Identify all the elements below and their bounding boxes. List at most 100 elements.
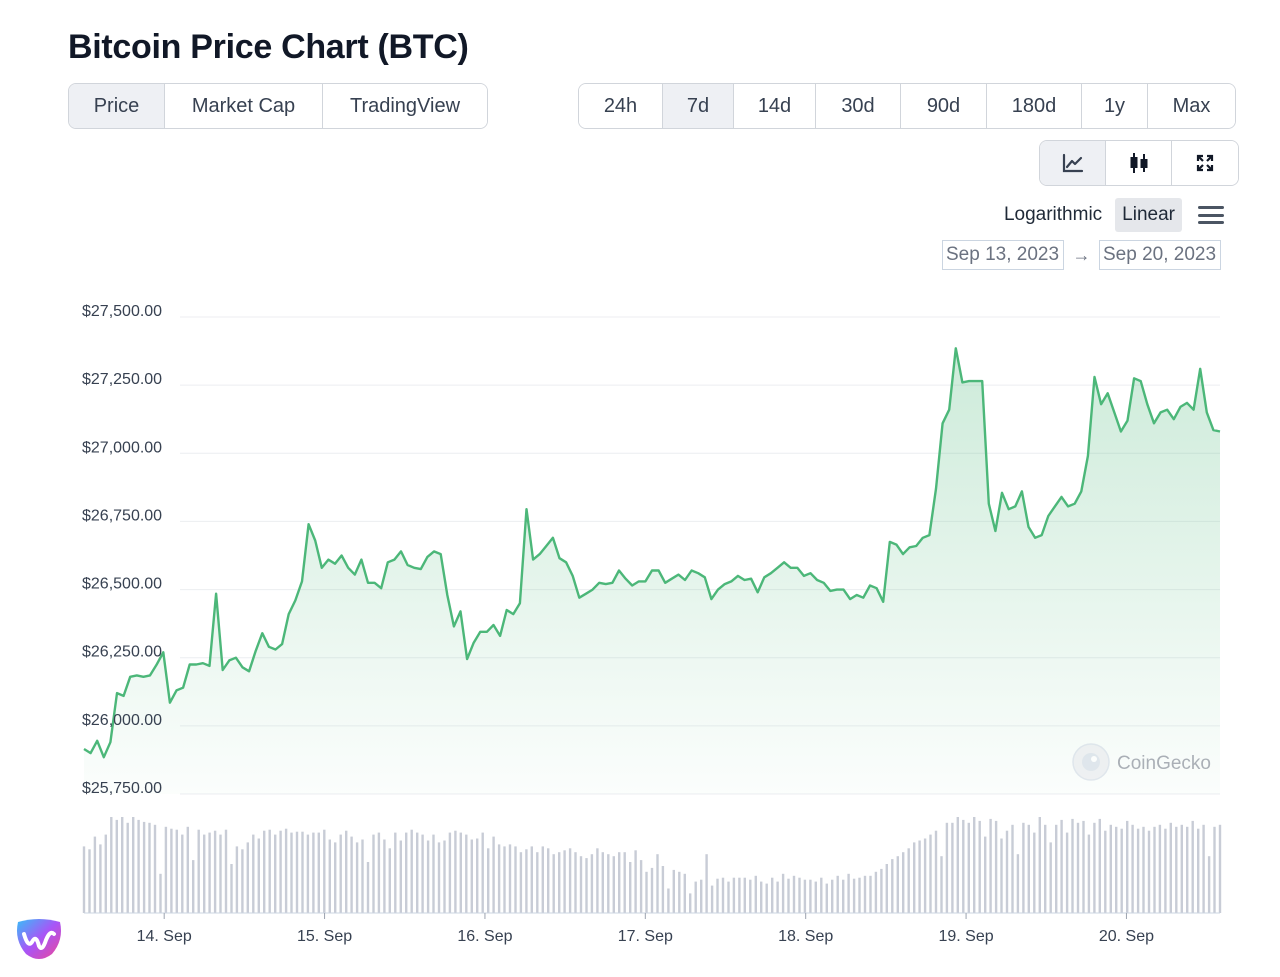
volume-bar: [459, 832, 462, 913]
time-range-selector: 24h 7d 14d 30d 90d 180d 1y Max: [578, 83, 1236, 129]
volume-bar: [1191, 820, 1194, 913]
scale-logarithmic[interactable]: Logarithmic: [1003, 204, 1103, 225]
date-to-input[interactable]: Sep 20, 2023: [1099, 240, 1221, 270]
range-30d[interactable]: 30d: [816, 84, 901, 128]
volume-bar: [121, 817, 124, 913]
range-max[interactable]: Max: [1148, 84, 1235, 128]
tab-price[interactable]: Price: [69, 84, 165, 128]
volume-bar: [1022, 822, 1025, 913]
volume-bar: [1016, 854, 1020, 913]
date-from-input[interactable]: Sep 13, 2023: [942, 240, 1064, 270]
volume-bar: [1109, 824, 1112, 913]
volume-bar: [437, 842, 441, 913]
volume-bar: [803, 879, 807, 913]
volume-bar: [503, 846, 506, 913]
volume-bar: [350, 836, 353, 913]
volume-bar: [891, 859, 894, 913]
volume-bar: [1065, 832, 1069, 913]
volume-bar: [110, 817, 113, 913]
volume-bar: [689, 893, 692, 913]
volume-bar: [497, 844, 501, 913]
range-24h[interactable]: 24h: [579, 84, 663, 128]
y-tick-label: $26,250.00: [82, 644, 162, 661]
fullscreen-button[interactable]: [1172, 141, 1238, 185]
volume-bar: [847, 873, 850, 913]
volume-bar: [416, 832, 419, 913]
candlestick-icon: [1130, 153, 1147, 173]
candlestick-button[interactable]: [1106, 141, 1172, 185]
volume-bar: [579, 856, 583, 913]
volume-bar: [410, 829, 413, 913]
line-chart-button[interactable]: [1040, 141, 1106, 185]
volume-bar: [672, 869, 675, 913]
volume-bar: [994, 820, 998, 913]
volume-bar: [541, 846, 544, 913]
volume-bar: [301, 831, 304, 913]
volume-bar: [536, 852, 539, 913]
volume-bar: [885, 864, 888, 913]
tab-tradingview[interactable]: TradingView: [323, 84, 487, 128]
volume-bar: [667, 888, 670, 913]
volume-bar: [814, 881, 817, 913]
volume-bar: [159, 873, 162, 913]
watermark-text: CoinGecko: [1117, 753, 1211, 774]
volume-bar: [252, 834, 255, 913]
volume-bar: [558, 852, 561, 913]
volume-bar: [1136, 828, 1140, 913]
volume-bar: [186, 826, 189, 913]
volume-bar: [345, 830, 348, 913]
volume-bar: [448, 832, 452, 913]
chart-view-toggle: [1039, 140, 1239, 186]
volume-bar: [934, 830, 938, 913]
volume-bar: [1044, 824, 1047, 913]
volume-bar: [394, 832, 397, 913]
volume-bar: [574, 852, 577, 913]
volume-bar: [1126, 820, 1129, 913]
volume-bar: [1147, 830, 1151, 913]
line-chart-icon: [1062, 153, 1083, 173]
volume-bar: [1104, 830, 1107, 913]
volume-bar: [481, 832, 484, 913]
volume-bar: [596, 848, 599, 913]
volume-bar: [645, 871, 648, 913]
volume-bar: [88, 849, 91, 913]
volume-bar: [235, 846, 239, 913]
volume-bar: [1071, 818, 1074, 913]
volume-bar: [716, 878, 719, 913]
y-tick-label: $26,750.00: [82, 507, 162, 524]
volume-bar: [339, 834, 342, 913]
volume-bar: [721, 877, 725, 913]
volume-bar: [738, 877, 741, 913]
volume-bar: [809, 879, 812, 913]
range-90d[interactable]: 90d: [901, 84, 987, 128]
volume-bar: [678, 871, 681, 913]
range-7d[interactable]: 7d: [663, 84, 734, 128]
volume-bar: [978, 820, 981, 913]
range-1y[interactable]: 1y: [1082, 84, 1148, 128]
y-tick-label: $25,750.00: [82, 780, 162, 797]
tab-market-cap[interactable]: Market Cap: [165, 84, 323, 128]
range-14d[interactable]: 14d: [734, 84, 816, 128]
volume-bar: [1011, 824, 1014, 913]
scale-linear[interactable]: Linear: [1115, 198, 1182, 232]
volume-bar: [241, 849, 244, 913]
volume-bar: [1098, 818, 1101, 913]
range-180d[interactable]: 180d: [987, 84, 1082, 128]
volume-bar: [989, 818, 992, 913]
volume-bar: [612, 856, 615, 913]
volume-bar: [1082, 820, 1085, 913]
volume-bar: [1169, 822, 1172, 913]
volume-bar: [1131, 824, 1134, 913]
date-range-picker: Sep 13, 2023 → Sep 20, 2023: [942, 240, 1221, 270]
volume-bar: [656, 854, 659, 913]
volume-bar: [142, 821, 146, 913]
volume-bar: [230, 864, 233, 913]
volume-bar: [175, 829, 178, 913]
volume-bar: [115, 819, 118, 913]
volume-bar: [192, 860, 195, 913]
volume-bar: [765, 883, 768, 913]
hamburger-menu-icon[interactable]: [1198, 204, 1224, 226]
volume-bar: [1033, 832, 1036, 913]
volume-bar: [153, 824, 157, 913]
volume-bar: [863, 875, 867, 913]
